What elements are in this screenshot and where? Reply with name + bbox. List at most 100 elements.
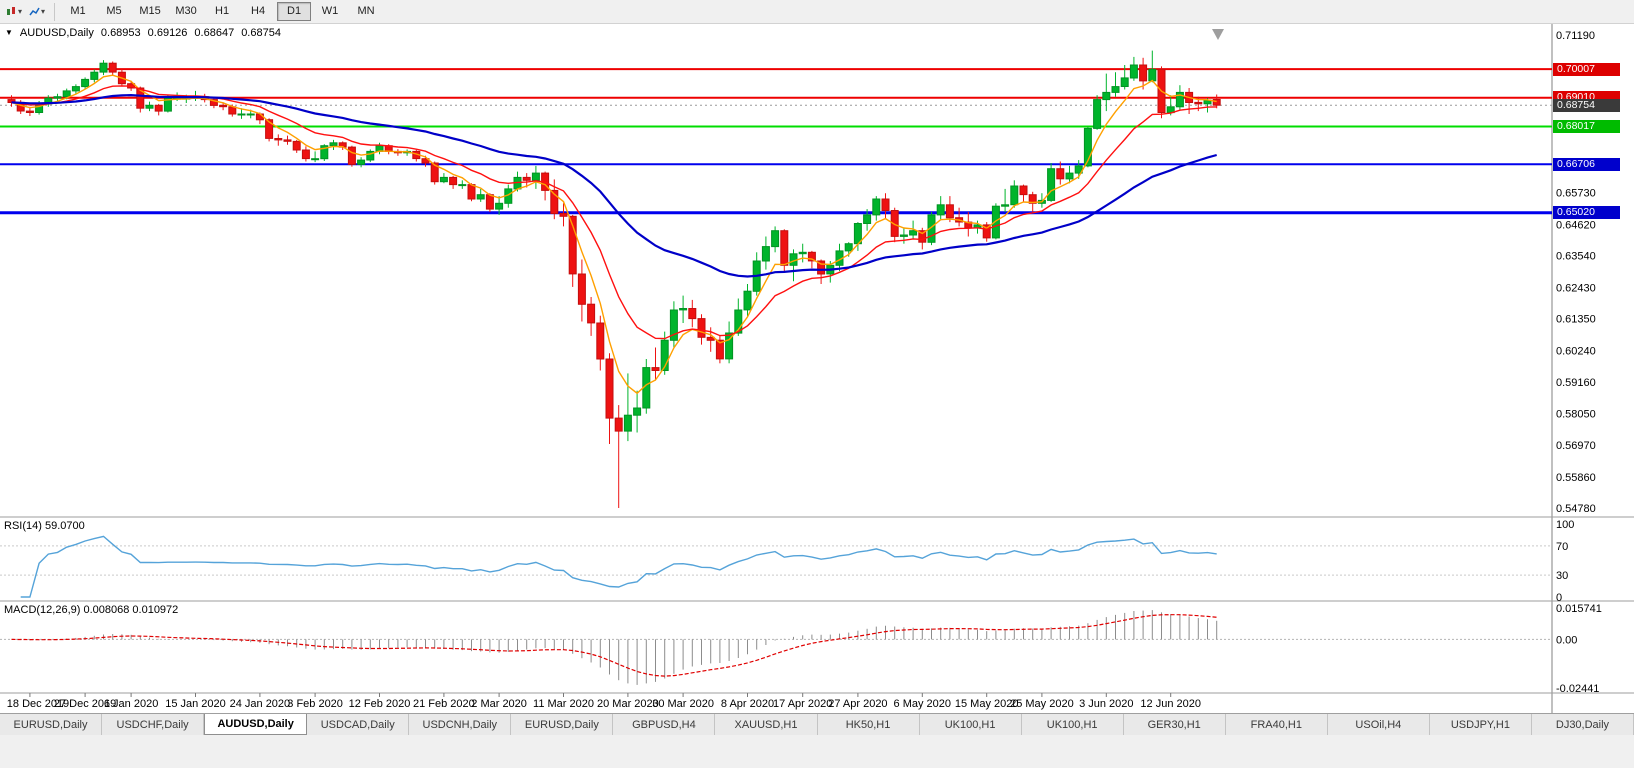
svg-text:20 Mar 2020: 20 Mar 2020 bbox=[597, 698, 659, 710]
svg-text:0.59160: 0.59160 bbox=[1556, 377, 1596, 389]
svg-text:100: 100 bbox=[1556, 519, 1574, 531]
svg-text:0.62430: 0.62430 bbox=[1556, 283, 1596, 295]
level-price-tag-0.70007: 0.70007 bbox=[1553, 62, 1620, 76]
svg-text:0.71190: 0.71190 bbox=[1556, 30, 1595, 42]
chevron-down-icon: ▾ bbox=[41, 6, 46, 16]
chart-type-button[interactable]: ▾ bbox=[3, 2, 25, 22]
level-price-tag-0.65020: 0.65020 bbox=[1553, 206, 1620, 220]
svg-text:2 Mar 2020: 2 Mar 2020 bbox=[471, 698, 527, 710]
svg-text:0.61350: 0.61350 bbox=[1556, 314, 1596, 326]
chart-tab-hk50-h1-8[interactable]: HK50,H1 bbox=[817, 714, 920, 735]
chart-tab-usdchf-daily-1[interactable]: USDCHF,Daily bbox=[102, 714, 205, 735]
svg-text:18 Dec 2019: 18 Dec 2019 bbox=[7, 698, 69, 710]
pane-frame-layer bbox=[0, 24, 1634, 713]
chart-tab-ger30-h1-11[interactable]: GER30,H1 bbox=[1123, 714, 1226, 735]
timeframe-button-mn[interactable]: MN bbox=[357, 5, 375, 17]
line-chart-icon bbox=[29, 7, 40, 15]
level-price-tag-0.66706: 0.66706 bbox=[1553, 157, 1620, 171]
timeframe-button-m5[interactable]: M5 bbox=[106, 5, 122, 17]
chart-tab-uk100-h1-10[interactable]: UK100,H1 bbox=[1021, 714, 1124, 735]
svg-text:17 Apr 2020: 17 Apr 2020 bbox=[773, 698, 832, 710]
svg-text:0.58050: 0.58050 bbox=[1556, 409, 1596, 421]
chart-shift-marker-icon[interactable] bbox=[1212, 29, 1224, 40]
status-strip bbox=[0, 735, 1634, 768]
timeframe-button-h4[interactable]: H4 bbox=[251, 5, 266, 17]
svg-text:12 Jun 2020: 12 Jun 2020 bbox=[1140, 698, 1201, 710]
timeframe-toolbar: ▾ ▾ M1 M5 M15 M30 H1 H4 D1 W1 MN bbox=[0, 0, 1634, 24]
chart-tab-usdcnh-daily-4[interactable]: USDCNH,Daily bbox=[409, 714, 512, 735]
chart-tab-eurusd-daily-0[interactable]: EURUSD,Daily bbox=[0, 714, 103, 735]
svg-text:3 Feb 2020: 3 Feb 2020 bbox=[287, 698, 343, 710]
svg-text:11 Mar 2020: 11 Mar 2020 bbox=[533, 698, 594, 710]
chart-tab-usoil-h4-13[interactable]: USOil,H4 bbox=[1327, 714, 1430, 735]
svg-text:24 Jan 2020: 24 Jan 2020 bbox=[230, 698, 291, 710]
svg-text:-0.02441: -0.02441 bbox=[1556, 683, 1599, 695]
indicators-dropdown-button[interactable]: ▾ bbox=[26, 2, 48, 22]
svg-text:0.65730: 0.65730 bbox=[1556, 187, 1596, 199]
svg-text:8 Apr 2020: 8 Apr 2020 bbox=[721, 698, 774, 710]
timeframe-button-d1[interactable]: D1 bbox=[277, 2, 312, 21]
svg-text:0.015741: 0.015741 bbox=[1556, 603, 1602, 615]
current-price-tag: 0.68754 bbox=[1553, 98, 1620, 112]
rsi-indicator-label: RSI(14) 59.0700 bbox=[4, 520, 85, 532]
svg-text:0.00: 0.00 bbox=[1556, 634, 1577, 646]
svg-text:30 Mar 2020: 30 Mar 2020 bbox=[652, 698, 714, 710]
level-price-tag-0.68017: 0.68017 bbox=[1553, 120, 1620, 133]
chart-tab-usdjpy-h1-14[interactable]: USDJPY,H1 bbox=[1429, 714, 1532, 735]
svg-text:25 May 2020: 25 May 2020 bbox=[1010, 698, 1074, 710]
svg-text:0: 0 bbox=[1556, 592, 1562, 604]
rsi-pane-layer: 100 70 30 0 bbox=[0, 519, 1574, 604]
svg-text:12 Feb 2020: 12 Feb 2020 bbox=[349, 698, 411, 710]
svg-text:0.55860: 0.55860 bbox=[1556, 472, 1596, 484]
svg-text:0.63540: 0.63540 bbox=[1556, 251, 1596, 263]
macd-pane-layer: 0.015741 0.00 -0.02441 bbox=[0, 603, 1602, 695]
timeframe-button-m15[interactable]: M15 bbox=[139, 5, 161, 17]
chart-tab-xauusd-h1-7[interactable]: XAUUSD,H1 bbox=[715, 714, 818, 735]
svg-text:0.54780: 0.54780 bbox=[1556, 503, 1596, 515]
chart-symbol-period: AUDUSD,Daily bbox=[19, 27, 94, 39]
svg-text:0.56970: 0.56970 bbox=[1556, 440, 1596, 452]
svg-text:21 Feb 2020: 21 Feb 2020 bbox=[413, 698, 475, 710]
chart-ohlc-header: ▼ AUDUSD,Daily 0.68953 0.69126 0.68647 0… bbox=[5, 27, 281, 39]
chart-tab-audusd-daily-2[interactable]: AUDUSD,Daily bbox=[204, 714, 308, 735]
svg-text:0.60240: 0.60240 bbox=[1556, 346, 1596, 358]
chart-tab-gbpusd-h4-6[interactable]: GBPUSD,H4 bbox=[613, 714, 716, 735]
svg-text:0.64620: 0.64620 bbox=[1556, 219, 1596, 231]
toolbar-separator bbox=[54, 2, 56, 21]
chevron-down-icon: ▾ bbox=[18, 6, 23, 16]
timeframe-button-w1[interactable]: W1 bbox=[321, 5, 339, 17]
timeframe-button-m30[interactable]: M30 bbox=[175, 5, 197, 17]
price-chart-canvas[interactable]: 0.71190 0.65730 0.64620 0.63540 0.62430 0.613… bbox=[0, 0, 1634, 713]
chart-tab-uk100-h1-9[interactable]: UK100,H1 bbox=[919, 714, 1022, 735]
svg-text:15 Jan 2020: 15 Jan 2020 bbox=[165, 698, 226, 710]
svg-text:70: 70 bbox=[1556, 541, 1568, 553]
svg-text:6 Jan 2020: 6 Jan 2020 bbox=[104, 698, 158, 710]
chart-tab-eurusd-daily-5[interactable]: EURUSD,Daily bbox=[511, 714, 614, 735]
chart-tab-usdcad-daily-3[interactable]: USDCAD,Daily bbox=[307, 714, 410, 735]
timeframe-buttons-group: M1 M5 M15 M30 H1 H4 D1 W1 MN bbox=[60, 2, 384, 21]
timeframe-button-m1[interactable]: M1 bbox=[70, 5, 86, 17]
chart-open-value: 0.68953 bbox=[100, 27, 141, 39]
svg-text:27 Dec 2019: 27 Dec 2019 bbox=[54, 698, 116, 710]
chart-tab-fra40-h1-12[interactable]: FRA40,H1 bbox=[1225, 714, 1328, 735]
chart-high-value: 0.69126 bbox=[147, 27, 188, 39]
candlestick-chart-icon bbox=[7, 6, 15, 15]
price-axis-labels: 0.71190 0.65730 0.64620 0.63540 0.62430 0.613… bbox=[1556, 30, 1596, 515]
chart-low-value: 0.68647 bbox=[194, 27, 235, 39]
moving-averages-layer bbox=[11, 74, 1217, 395]
svg-text:15 May 2020: 15 May 2020 bbox=[955, 698, 1019, 710]
svg-text:6 May 2020: 6 May 2020 bbox=[894, 698, 951, 710]
chart-close-value: 0.68754 bbox=[241, 27, 281, 39]
symbol-marker-icon[interactable]: ▼ bbox=[5, 28, 13, 37]
chart-tabs-bar: EURUSD,Daily USDCHF,Daily AUDUSD,Daily USDC… bbox=[0, 713, 1634, 735]
candles-layer bbox=[7, 50, 1221, 508]
svg-text:30: 30 bbox=[1556, 570, 1568, 582]
horizontal-level-lines-layer bbox=[0, 68, 1552, 215]
macd-indicator-label: MACD(12,26,9) 0.008068 0.010972 bbox=[4, 604, 179, 616]
svg-text:27 Apr 2020: 27 Apr 2020 bbox=[828, 698, 887, 710]
svg-text:3 Jun 2020: 3 Jun 2020 bbox=[1079, 698, 1133, 710]
timeframe-button-h1[interactable]: H1 bbox=[215, 5, 230, 17]
chart-tab-dj30-daily-15[interactable]: DJ30,Daily bbox=[1531, 714, 1634, 735]
